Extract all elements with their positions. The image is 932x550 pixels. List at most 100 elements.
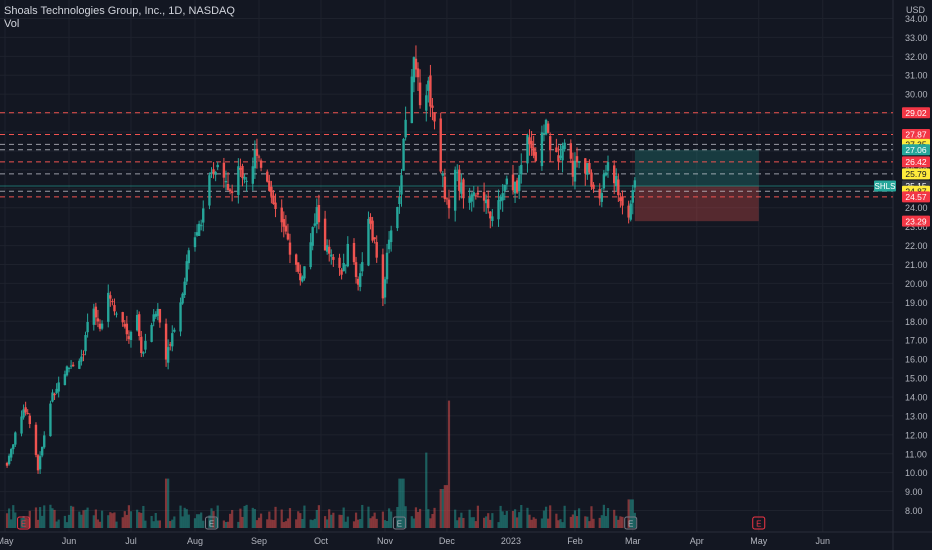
volume-bar <box>431 513 434 528</box>
candle-body <box>555 147 558 153</box>
volume-bar <box>528 514 531 528</box>
candle-body <box>156 308 160 316</box>
candle-body <box>166 347 170 363</box>
candle-body <box>135 314 139 331</box>
earnings-event-icon[interactable] <box>752 516 766 530</box>
volume-bar <box>274 506 277 528</box>
volume-bar <box>454 509 457 528</box>
candle-body <box>633 180 637 188</box>
time-tick-label: May <box>750 536 768 546</box>
candle-body <box>78 360 81 369</box>
candle-body <box>501 193 504 201</box>
volume-bar <box>109 512 112 528</box>
volume-bar <box>309 519 312 528</box>
earnings-event-label: E <box>397 520 402 529</box>
candle-body <box>34 424 38 455</box>
price-tick-label: 33.00 <box>905 33 928 43</box>
price-level-badge[interactable] <box>902 191 930 203</box>
volume-bar <box>198 514 201 528</box>
volume-bar <box>142 505 145 528</box>
volume-bar <box>86 507 89 528</box>
candle-body <box>129 331 133 341</box>
volume-bar <box>210 508 213 528</box>
volume-bar <box>297 511 300 528</box>
earnings-event-icon[interactable] <box>392 516 406 530</box>
candle-body <box>439 118 442 172</box>
volume-bar <box>631 499 634 528</box>
candle-body <box>173 329 176 332</box>
volume-bar <box>49 504 52 528</box>
price-level-badge[interactable] <box>902 144 930 156</box>
candle-body <box>199 225 203 227</box>
candle-body <box>280 207 283 223</box>
candle-body <box>491 216 494 222</box>
volume-bar <box>501 511 504 528</box>
candle-body <box>515 180 519 193</box>
time-tick-label: Mar <box>625 536 641 546</box>
price-level-badge[interactable] <box>902 215 930 227</box>
candle-body <box>288 242 292 255</box>
candle-body <box>559 155 562 158</box>
volume-bar <box>140 512 143 528</box>
price-level-badge[interactable] <box>902 168 930 180</box>
candle-body <box>317 205 321 223</box>
candle-body <box>71 364 75 367</box>
volume-bar <box>299 513 302 528</box>
candle-body <box>241 165 244 179</box>
candle-body <box>36 455 40 471</box>
volume-bar <box>590 506 593 528</box>
candle-body <box>476 192 480 195</box>
candle-body <box>604 172 608 176</box>
volume-bar <box>569 516 572 528</box>
candle-body <box>80 356 83 362</box>
candle-body <box>230 191 234 194</box>
volume-bar <box>36 519 40 528</box>
candle-body <box>456 172 459 174</box>
earnings-event-label: E <box>628 520 633 529</box>
volume-bar <box>328 509 331 528</box>
earnings-event-icon[interactable] <box>17 516 31 530</box>
candle-body <box>294 254 298 265</box>
candle-body <box>371 220 374 241</box>
candle-body <box>505 178 509 185</box>
volume-bar <box>171 519 174 528</box>
candle-body <box>270 186 273 196</box>
earnings-event-icon[interactable] <box>205 516 219 530</box>
candle-body <box>43 435 46 448</box>
symbol-tag[interactable] <box>874 180 896 192</box>
volume-bar <box>268 511 271 528</box>
volume-bar <box>121 517 124 528</box>
volume-bar <box>563 505 566 528</box>
volume-bar <box>326 519 329 528</box>
price-level-badge[interactable] <box>902 128 930 140</box>
volume-bar <box>214 517 217 528</box>
volume-bar <box>482 517 486 528</box>
price-tick-label: 23.00 <box>905 222 928 232</box>
volume-bar <box>549 505 552 528</box>
volume-bar <box>24 518 27 528</box>
volume-bar <box>445 485 449 528</box>
earnings-event-icon[interactable] <box>624 516 638 530</box>
price-level-badge[interactable] <box>902 107 930 119</box>
candle-body <box>92 308 95 325</box>
volume-bar <box>270 519 273 528</box>
candle-body <box>259 160 263 168</box>
candle-body <box>606 162 610 171</box>
position-target-zone[interactable] <box>634 149 759 186</box>
candle-body <box>617 179 620 196</box>
volume-bar <box>183 507 186 528</box>
volume-bar <box>63 515 66 528</box>
volume-bar <box>284 521 287 528</box>
price-level-badge[interactable] <box>902 156 930 168</box>
volume-bar <box>518 512 521 528</box>
candle-body <box>540 132 544 167</box>
candle-body <box>328 246 331 254</box>
time-tick-label: Sep <box>251 536 267 546</box>
volume-bar <box>342 507 345 528</box>
position-stop-zone[interactable] <box>634 185 759 222</box>
candle-body <box>315 207 319 225</box>
candle-body <box>342 262 345 272</box>
volume-bar <box>505 510 508 528</box>
volume-bar <box>575 516 579 528</box>
